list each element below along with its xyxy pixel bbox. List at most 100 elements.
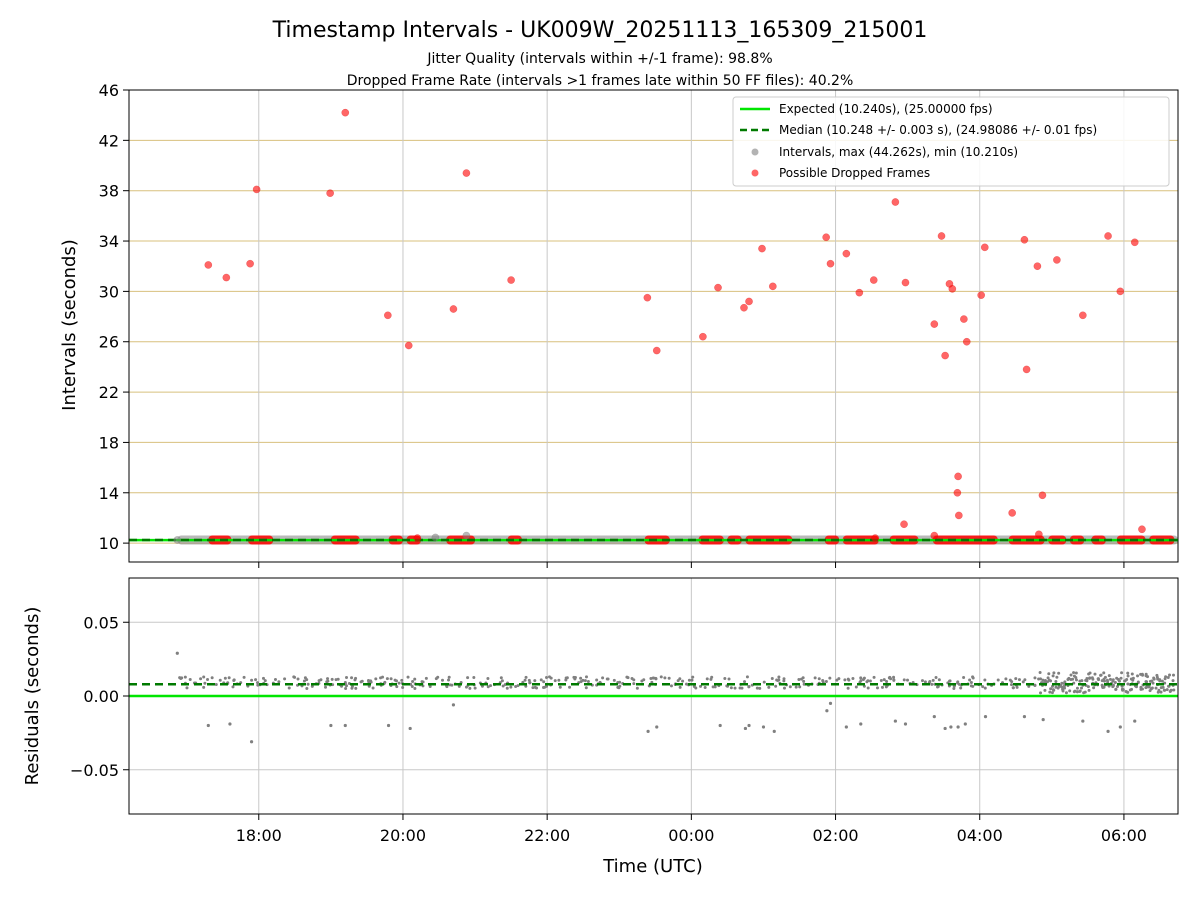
dropped-frame-point [1138,525,1146,534]
residual-point [343,723,347,728]
residual-point [711,685,715,689]
residual-point [450,683,454,687]
residual-point [1164,675,1168,679]
residual-point [1068,689,1072,693]
residual-point [1052,688,1056,692]
residual-point [451,703,456,707]
residual-point [847,678,851,682]
residual-point [1074,671,1078,675]
residual-point [183,675,187,679]
residual-point [920,679,924,683]
dropped-frame-point [758,244,766,253]
residual-point [1046,676,1050,680]
residual-point [1047,672,1051,676]
residual-point [723,677,727,681]
residual-point [330,677,334,681]
residual-point [1075,690,1079,694]
residual-point [1162,688,1166,692]
residual-point [175,651,179,655]
residual-point [1099,673,1103,677]
residual-point [516,684,520,688]
residual-point [1004,677,1008,681]
residual-point [1038,670,1042,674]
residual-point [775,678,779,682]
residual-point [1154,686,1158,690]
residual-point [1093,672,1097,676]
residual-point [1033,683,1037,687]
bottom-y-axis-label: Residuals (seconds) [22,607,43,786]
residual-point [1136,674,1140,678]
residual-point [1171,673,1175,677]
residual-point [586,679,590,683]
dropped-frame-point [413,534,422,542]
residual-point [447,675,451,679]
residual-point [394,679,398,683]
legend-dropped-swatch [751,169,759,177]
residual-point [263,679,267,683]
residual-point [367,684,371,688]
residual-point [798,685,802,689]
residual-point [199,677,203,681]
residual-point [1021,680,1025,684]
residual-point [1052,671,1056,675]
residual-point [1121,688,1125,692]
legend-intervals-swatch [751,148,759,156]
residual-point [397,681,401,685]
residual-point [1085,676,1089,680]
legend-dropped-label: Possible Dropped Frames [779,166,930,180]
residual-point [669,684,673,688]
residual-point [424,676,428,680]
residual-point [866,686,870,690]
dropped-frame-point [507,276,515,284]
residual-point [408,726,412,731]
residual-point [296,677,300,681]
residual-point [1130,672,1134,676]
residual-point [1155,675,1159,679]
residual-point [956,725,960,729]
dropped-frame-point [714,283,722,292]
residual-point [1120,671,1124,675]
residual-point [486,676,490,680]
residual-point [782,679,786,683]
residual-point [1051,674,1055,678]
residual-point [862,684,866,688]
residual-point [1102,685,1106,689]
residual-point [691,675,695,679]
dropped-frame-point [930,320,939,328]
dropped-frame-point [1078,311,1087,320]
dropped-frame-point [1022,365,1031,374]
legend-median-label: Median (10.248 +/- 0.003 s), (24.98086 +… [779,123,1097,137]
residual-point [729,686,733,690]
residual-point [1056,686,1060,690]
chart-legend: Expected (10.240s), (25.00000 fps) Media… [732,96,1170,187]
plot-area [129,578,1178,744]
residual-point [762,680,766,684]
residual-point [1039,677,1043,681]
residual-point [837,677,841,681]
residual-point [1039,691,1043,695]
residual-point [354,686,358,690]
residual-point [851,676,855,680]
residual-point [524,684,528,688]
residual-point [179,677,183,681]
residual-point [943,726,947,731]
dropped-frame-point [1035,530,1043,539]
dropped-frame-point [937,232,946,240]
residual-point [523,678,527,682]
residual-point [888,675,892,679]
residual-point [1113,681,1117,685]
residual-point [1090,676,1094,680]
residual-point [846,686,850,690]
residual-point [395,685,399,689]
interval-point [173,536,182,544]
residual-point [1123,679,1127,683]
dropped-frame-point [462,169,471,177]
residual-point [1050,691,1054,695]
residual-point [747,723,751,728]
residual-point [501,684,505,688]
residual-point [687,678,691,682]
residual-point [545,675,549,679]
y-tick-label: −0.05 [70,761,119,780]
residual-point [801,676,805,680]
residual-point [214,682,218,686]
